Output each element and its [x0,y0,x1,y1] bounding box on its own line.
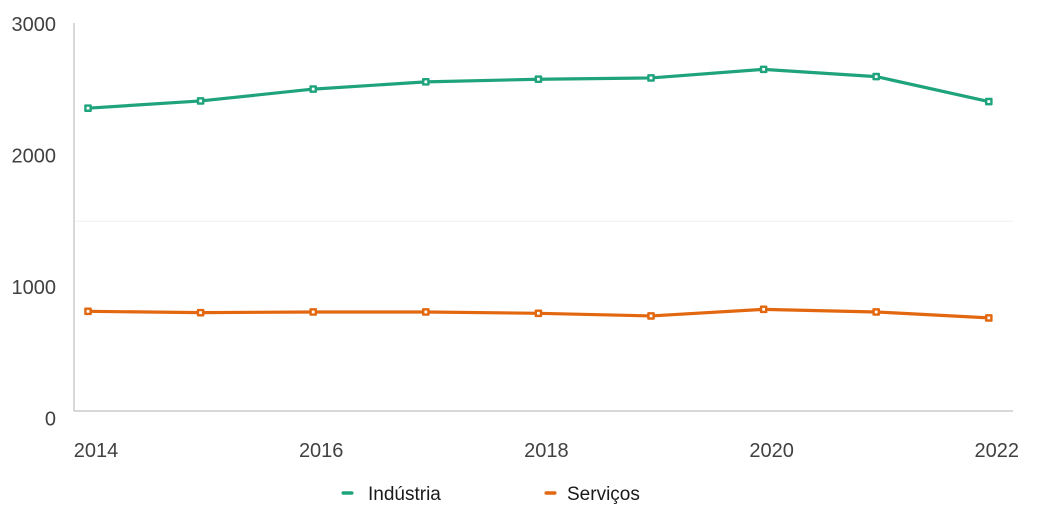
axes [73,23,1013,412]
data-point-marker-core [762,307,765,311]
x-axis-tick-label: 2014 [74,440,119,462]
data-series [84,65,993,322]
legend-label: Indústria [368,484,441,505]
data-point-marker-core [424,310,428,314]
y-axis-tick-label: 3000 [12,14,57,36]
data-point-marker-core [424,80,428,84]
series-indústria [84,65,993,112]
x-axis-tick-label: 2018 [524,440,569,462]
data-point-marker-core [311,310,315,314]
legend-marker [341,491,354,495]
data-point-marker-core [874,75,878,78]
x-axis-tick-label: 2020 [749,440,794,462]
x-axis-tick-label: 2016 [299,440,344,462]
data-point-marker-core [86,309,90,313]
legend-label: Serviços [567,484,640,505]
y-axis-tick-label: 0 [45,409,56,431]
data-point-marker-core [874,310,878,314]
series-serviços [84,305,993,322]
y-axis-tick-label: 1000 [12,277,57,299]
axis-labels: 0 1000 2000 3000 2014 2016 2018 2020 2022 [12,14,1020,462]
data-point-marker-core [987,316,991,320]
data-point-marker-core [987,100,991,103]
legend-marker [544,491,557,495]
legend-item-indústria[interactable]: Indústria [341,484,442,505]
data-point-marker-core [762,67,765,71]
data-point-marker-core [537,311,540,315]
data-point-marker-core [649,76,653,80]
series-line [86,67,991,110]
chart-legend: Indústria Serviços [341,484,640,505]
x-axis-tick-label: 2022 [975,440,1020,462]
data-point-marker-core [649,314,653,318]
data-point-marker-core [199,311,202,315]
data-point-marker-core [537,77,540,81]
data-point-marker-core [311,87,315,91]
data-point-marker-core [86,106,90,110]
data-point-marker-core [199,99,202,103]
legend-item-serviços[interactable]: Serviços [544,484,640,505]
y-axis-tick-label: 2000 [12,146,57,168]
